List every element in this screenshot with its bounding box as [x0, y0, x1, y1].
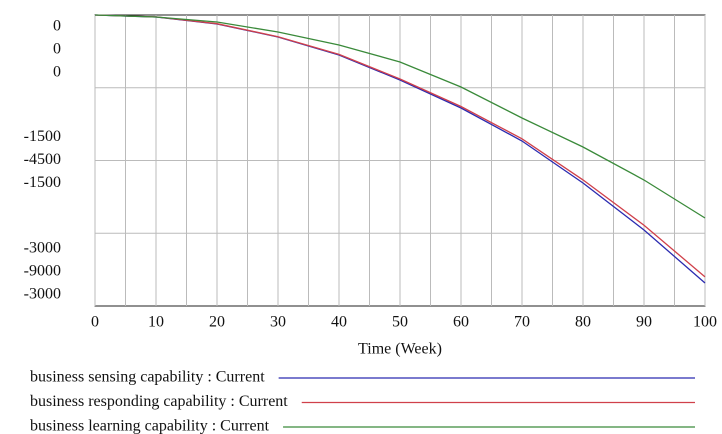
- y-tick-label: -1500: [24, 174, 61, 191]
- y-tick-label: 0: [53, 41, 61, 58]
- y-tick-label: 0: [53, 18, 61, 35]
- y-tick-label: -3000: [24, 286, 61, 303]
- y-tick-label: -4500: [24, 151, 61, 168]
- x-tick-label: 90: [636, 314, 652, 331]
- x-tick-label: 30: [270, 314, 286, 331]
- series-line: [94, 14, 706, 219]
- x-tick-label: 50: [392, 314, 408, 331]
- x-tick-label: 20: [209, 314, 225, 331]
- y-tick-label: -3000: [24, 240, 61, 257]
- x-tick-label: 80: [575, 314, 591, 331]
- x-tick-label: 60: [453, 314, 469, 331]
- y-tick-label: -9000: [24, 263, 61, 280]
- x-tick-label: 0: [91, 314, 99, 331]
- x-axis-label: Time (Week): [358, 341, 442, 358]
- legend-label: business learning capability : Current: [30, 418, 270, 434]
- x-tick-label: 10: [148, 314, 164, 331]
- legend-label: business sensing capability : Current: [30, 369, 265, 386]
- y-tick-label: -1500: [24, 128, 61, 145]
- x-tick-label: 40: [331, 314, 347, 331]
- legend-label: business responding capability : Current: [30, 393, 288, 410]
- x-tick-label: 70: [514, 314, 530, 331]
- y-tick-label: 0: [53, 64, 61, 81]
- x-tick-label: 100: [693, 314, 717, 331]
- series-line: [94, 14, 706, 278]
